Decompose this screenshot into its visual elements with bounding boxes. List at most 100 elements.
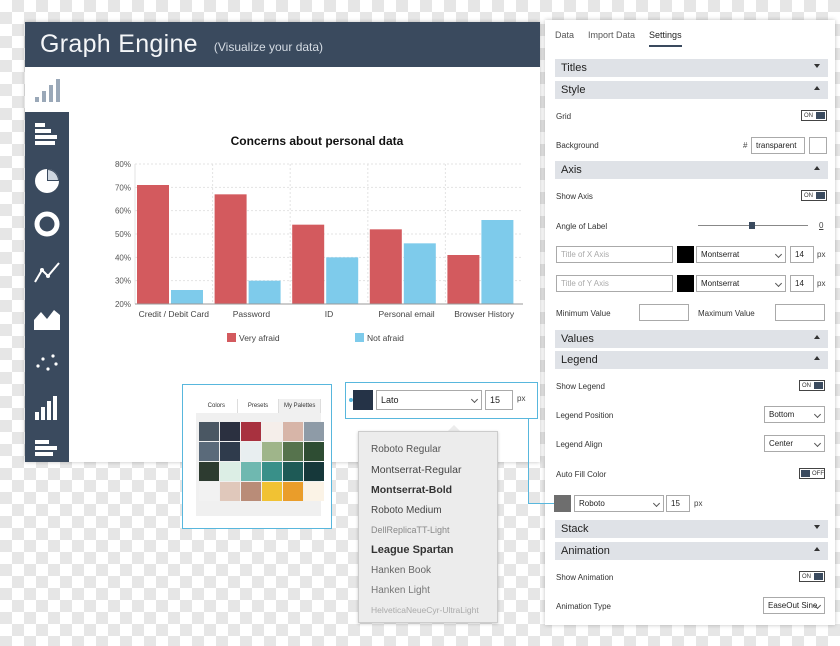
bar-vertical-icon[interactable] <box>32 394 62 422</box>
x-axis-font-size-input[interactable]: 14 <box>790 246 814 263</box>
app-header: Graph Engine (Visualize your data) <box>25 22 540 67</box>
palette-color-swatch[interactable] <box>283 462 303 481</box>
background-input[interactable]: transparent <box>751 137 805 154</box>
animation-type-value: EaseOut Sine <box>768 601 818 610</box>
palette-color-swatch[interactable] <box>199 442 219 461</box>
grid-toggle[interactable]: ON <box>801 110 827 121</box>
section-axis[interactable]: Axis <box>555 161 828 179</box>
section-titles[interactable]: Titles <box>555 59 828 77</box>
palette-color-swatch[interactable] <box>262 462 282 481</box>
palette-color-swatch[interactable] <box>304 422 324 441</box>
y-axis-color-swatch[interactable] <box>677 275 694 292</box>
font-select[interactable]: Lato <box>376 390 482 410</box>
palette-tab-presets[interactable]: Presets <box>238 399 280 413</box>
font-option[interactable]: DellReplicaTT-Light <box>371 525 450 535</box>
x-axis-font-select[interactable]: Montserrat <box>696 246 786 263</box>
x-tick-label: Personal email <box>378 309 434 319</box>
palette-tab-colors[interactable]: Colors <box>196 399 238 413</box>
palette-color-swatch[interactable] <box>304 462 324 481</box>
font-option[interactable]: Hanken Light <box>371 585 430 596</box>
font-option[interactable]: Montserrat-Regular <box>371 464 462 476</box>
show-axis-toggle[interactable]: ON <box>801 190 827 201</box>
palette-color-swatch[interactable] <box>283 482 303 501</box>
tab-data[interactable]: Data <box>555 30 575 40</box>
section-style[interactable]: Style <box>555 81 828 99</box>
pie-chart-icon[interactable] <box>32 167 62 195</box>
section-titles-label: Titles <box>561 62 587 74</box>
palette-color-swatch[interactable] <box>283 442 303 461</box>
palette-color-swatch[interactable] <box>241 442 261 461</box>
palette-color-swatch[interactable] <box>304 442 324 461</box>
palette-callout: Colors Presets My Palettes <box>182 384 332 529</box>
legend-font-size-input[interactable]: 15 <box>666 495 690 512</box>
font-size-input[interactable]: 15 <box>485 390 513 410</box>
tab-import-data[interactable]: Import Data <box>588 30 636 40</box>
palette-color-swatch[interactable] <box>262 442 282 461</box>
donut-chart-icon[interactable] <box>32 210 62 238</box>
legend-position-select[interactable]: Bottom <box>764 406 825 423</box>
font-color-swatch[interactable] <box>349 390 373 410</box>
x-axis-color-swatch[interactable] <box>677 246 694 263</box>
palette-color-swatch[interactable] <box>241 422 261 441</box>
palette-color-swatch[interactable] <box>220 422 240 441</box>
section-animation[interactable]: Animation <box>555 542 828 560</box>
palette-color-swatch[interactable] <box>220 442 240 461</box>
section-legend-label: Legend <box>561 354 598 366</box>
show-legend-toggle[interactable]: ON <box>799 380 825 391</box>
palette-color-swatch[interactable] <box>304 482 324 501</box>
dropdown-pointer <box>448 425 460 431</box>
font-option[interactable]: Hanken Book <box>371 565 432 576</box>
palette-color-swatch[interactable] <box>262 482 282 501</box>
y-axis-font-size-input[interactable]: 14 <box>790 275 814 292</box>
area-chart-icon[interactable] <box>32 304 62 332</box>
section-axis-label: Axis <box>561 164 582 176</box>
legend-color-swatch[interactable] <box>554 495 571 512</box>
maximum-value-input[interactable] <box>775 304 825 321</box>
palette-color-swatch[interactable] <box>220 482 240 501</box>
legend-align-select[interactable]: Center <box>764 435 825 452</box>
y-axis-font-select[interactable]: Montserrat <box>696 275 786 292</box>
show-animation-toggle[interactable]: ON <box>799 571 825 582</box>
section-style-label: Style <box>561 84 586 96</box>
legend-font-select[interactable]: Roboto <box>574 495 664 512</box>
section-values[interactable]: Values <box>555 330 828 348</box>
background-color-swatch[interactable] <box>809 137 827 154</box>
font-option[interactable]: League Spartan <box>371 544 454 556</box>
tab-settings[interactable]: Settings <box>649 30 682 47</box>
palette-tab-my-palettes[interactable]: My Palettes <box>279 399 322 413</box>
angle-slider-handle[interactable] <box>749 222 755 229</box>
app-subtitle: (Visualize your data) <box>213 39 324 54</box>
palette-color-swatch[interactable] <box>283 422 303 441</box>
scatter-plot-icon[interactable] <box>32 348 62 376</box>
show-axis-toggle-text: ON <box>804 192 813 199</box>
bar <box>248 280 281 304</box>
palette-color-swatch[interactable] <box>199 482 219 501</box>
font-option[interactable]: HelveticaNeueCyr-UltraLight <box>371 605 479 615</box>
font-option[interactable]: Roboto Medium <box>371 505 442 516</box>
palette-color-swatch[interactable] <box>199 422 219 441</box>
hash-symbol: # <box>743 141 748 150</box>
palette-color-swatch[interactable] <box>220 462 240 481</box>
line-chart-icon[interactable] <box>32 258 62 286</box>
section-stack[interactable]: Stack <box>555 520 828 538</box>
palette-color-swatch[interactable] <box>262 422 282 441</box>
minimum-value-input[interactable] <box>639 304 689 321</box>
chevron-down-icon <box>774 250 783 259</box>
bar-horizontal-icon[interactable] <box>32 120 62 148</box>
palette-color-swatch[interactable] <box>199 462 219 481</box>
animation-type-select[interactable]: EaseOut Sine <box>763 597 825 614</box>
legend-align-value: Center <box>769 439 794 448</box>
bar-chart: Concerns about personal data 20% 30% 40% 50%… <box>115 134 523 343</box>
x-axis-title-input[interactable]: Title of X Axis <box>556 246 673 263</box>
palette-color-swatch[interactable] <box>241 482 261 501</box>
chevron-down-icon <box>470 395 479 404</box>
auto-fill-color-toggle[interactable]: OFF <box>799 468 825 479</box>
palette-color-swatch[interactable] <box>241 462 261 481</box>
y-tick-label: 80% <box>115 160 131 169</box>
font-option[interactable]: Roboto Regular <box>371 444 442 455</box>
stacked-bar-icon[interactable] <box>32 434 62 462</box>
y-axis-title-input[interactable]: Title of Y Axis <box>556 275 673 292</box>
font-select-value: Lato <box>381 395 399 405</box>
section-legend[interactable]: Legend <box>555 351 828 369</box>
font-option[interactable]: Montserrat-Bold <box>371 484 453 496</box>
